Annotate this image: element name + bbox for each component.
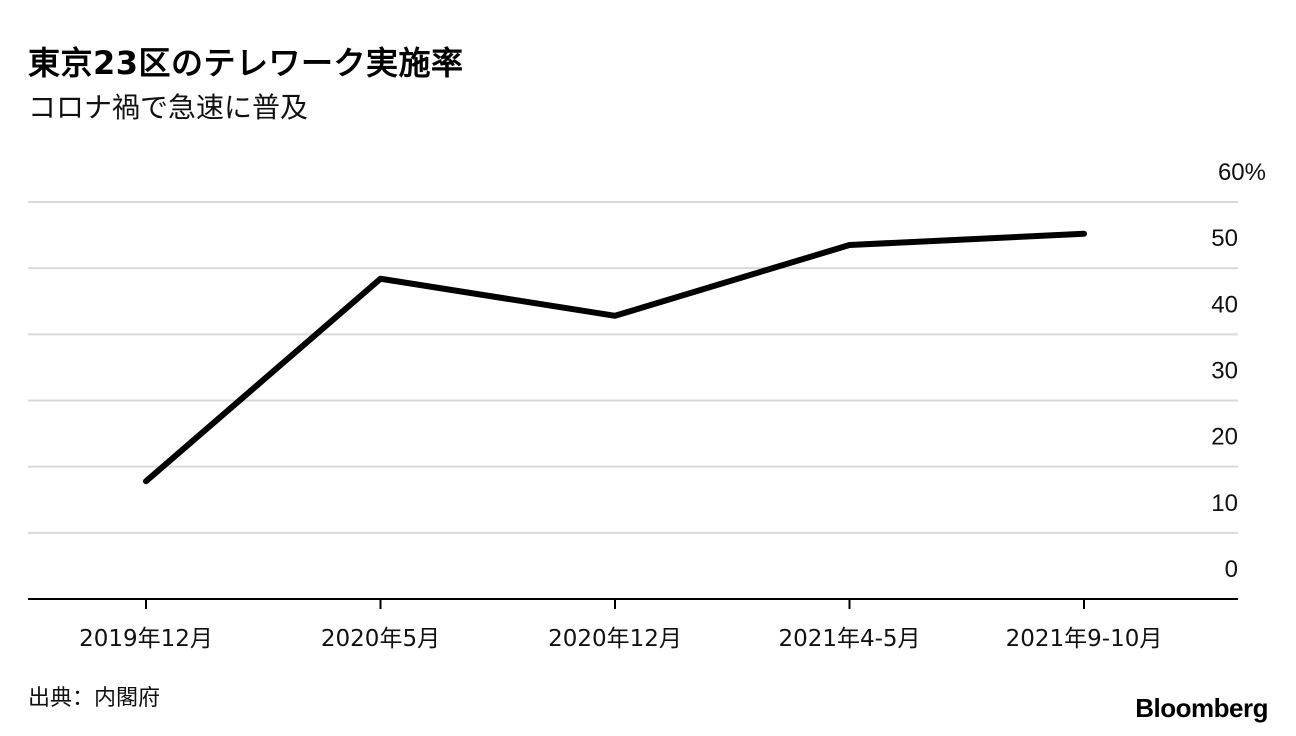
bloomberg-logo: Bloomberg xyxy=(1135,693,1268,723)
x-tick-label: 2020年12月 xyxy=(548,626,682,652)
y-tick-label: 20 xyxy=(1211,424,1238,451)
x-axis-ticks: 2019年12月 2020年5月 2020年12月 2021年4-5月 2021年9-1… xyxy=(79,599,1162,652)
y-tick-label: 10 xyxy=(1211,490,1238,517)
y-tick-label: 40 xyxy=(1211,291,1238,318)
y-axis-ticks: 0 10 20 30 40 50 60% xyxy=(1211,159,1266,583)
x-tick-label: 2020年5月 xyxy=(321,626,440,652)
x-tick-label: 2021年9-10月 xyxy=(1006,626,1163,652)
source-note: 出典：内閣府 xyxy=(28,686,161,711)
chart-title: 東京23区のテレワーク実施率 xyxy=(28,44,464,82)
gridlines xyxy=(28,201,1238,534)
y-tick-label: 30 xyxy=(1211,358,1238,385)
chart-subtitle: コロナ禍で急速に普及 xyxy=(28,91,309,124)
series-layer xyxy=(143,230,1087,485)
series-line xyxy=(143,230,1087,485)
x-tick-label: 2019年12月 xyxy=(79,626,213,652)
y-tick-label: 60% xyxy=(1218,159,1266,186)
x-tick-label: 2021年4-5月 xyxy=(778,626,920,652)
y-tick-label: 50 xyxy=(1211,225,1238,252)
y-tick-label: 0 xyxy=(1225,556,1238,583)
